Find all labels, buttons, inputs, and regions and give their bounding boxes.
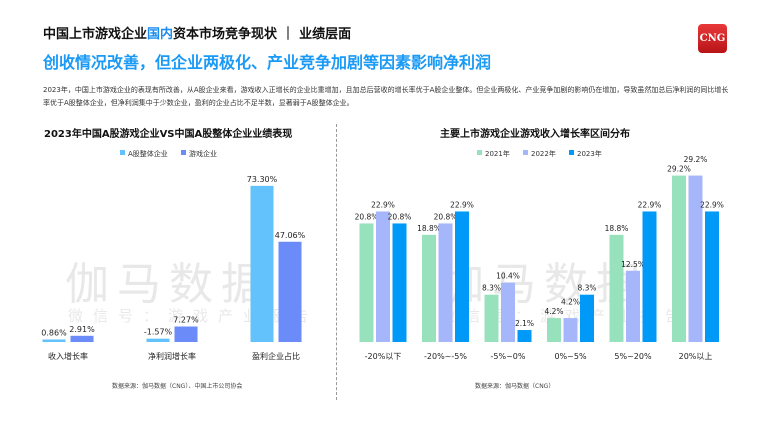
bar (547, 318, 561, 342)
bar (146, 338, 170, 342)
data-label: 22.9% (450, 200, 474, 209)
left-source: 数据来源：伽马数据（CNG）、中国上市公司协会 (112, 383, 243, 390)
bar (609, 234, 624, 342)
bar (455, 211, 469, 342)
bar (422, 234, 436, 342)
data-label: -1.57% (144, 328, 173, 337)
bar (42, 339, 66, 342)
x-tick-label: -20%~-5% (424, 352, 467, 361)
x-tick-label: -5%~0% (491, 352, 526, 361)
legend-label: 2023年 (577, 149, 602, 158)
legend-swatch (181, 150, 186, 155)
data-label: 8.3% (577, 284, 596, 293)
bar (174, 326, 198, 342)
title-part: 资本市场竞争现状 ｜ 业绩层面 (173, 27, 352, 42)
data-label: 22.9% (638, 200, 662, 209)
data-label: 7.27% (173, 316, 199, 325)
x-tick-label: 收入增长率 (48, 351, 88, 361)
data-label: 22.9% (371, 200, 395, 209)
right-chart-title: 主要上市游戏企业游戏收入增长率区间分布 (440, 129, 630, 140)
legend-swatch (120, 150, 125, 155)
page-title: 中国上市游戏企业国内资本市场竞争现状 ｜ 业绩层面 (43, 23, 351, 42)
data-label: 12.5% (621, 260, 645, 269)
data-label: 22.9% (700, 200, 724, 209)
x-tick-label: -20%以下 (365, 352, 402, 361)
bar (70, 335, 94, 342)
data-label: 20.8% (434, 212, 458, 221)
data-label: 0.86% (41, 329, 67, 338)
summary-text: 2023年，中国上市游戏企业的表现有所改善，从A股企业来看，游戏收入正增长的企业… (43, 86, 729, 107)
bar (392, 223, 407, 342)
bar (376, 211, 390, 342)
bar (484, 294, 499, 342)
bar (688, 175, 703, 342)
cng-logo: CNG (698, 24, 727, 53)
bar (501, 282, 515, 342)
legend-label: 2021年 (485, 149, 510, 158)
data-label: 2.1% (515, 319, 534, 328)
data-label: 73.30% (247, 175, 278, 184)
data-label: 4.2% (544, 307, 563, 316)
data-label: 4.2% (561, 298, 580, 307)
legend-label: 游戏企业 (189, 149, 217, 158)
data-label: 10.4% (496, 272, 520, 281)
data-label: 29.2% (684, 155, 708, 164)
bar (438, 223, 453, 342)
bar (672, 175, 686, 342)
data-label: 29.2% (667, 165, 691, 174)
data-label: 47.06% (275, 231, 306, 240)
divider (336, 124, 337, 400)
data-label: 20.8% (388, 212, 412, 221)
bar (626, 270, 640, 342)
x-tick-label: 5%~20% (614, 352, 652, 361)
legend-label: A股整体企业 (128, 149, 168, 158)
bar (250, 185, 274, 342)
right-source: 数据来源：伽马数据（CNG） (475, 383, 555, 390)
bar (563, 318, 578, 342)
data-label: 20.8% (355, 212, 379, 221)
title-part: 中国上市游戏企业 (43, 27, 148, 42)
x-tick-label: 20%以上 (679, 352, 713, 361)
data-label: 8.3% (482, 284, 501, 293)
bar (517, 330, 532, 342)
legend-swatch (569, 150, 574, 155)
left-chart-title: 2023年中国A股游戏企业VS中国A股整体企业业绩表现 (44, 129, 293, 140)
legend-swatch (477, 150, 482, 155)
title-highlight: 国内 (147, 27, 174, 42)
bar (642, 211, 657, 342)
legend-swatch (523, 150, 528, 155)
data-label: 18.8% (605, 224, 629, 233)
data-label: 18.8% (417, 224, 441, 233)
x-tick-label: 净利润增长率 (148, 351, 196, 361)
bar (705, 211, 719, 342)
data-label: 2.91% (69, 325, 95, 334)
page-subtitle: 创收情况改善，但企业两极化、产业竞争加剧等因素影响净利润 (43, 53, 492, 72)
x-tick-label: 盈利企业占比 (252, 351, 300, 361)
bar (359, 223, 374, 342)
x-tick-label: 0%~5% (554, 352, 586, 361)
bar (278, 241, 302, 342)
legend-label: 2022年 (531, 149, 556, 158)
bar (580, 294, 594, 342)
